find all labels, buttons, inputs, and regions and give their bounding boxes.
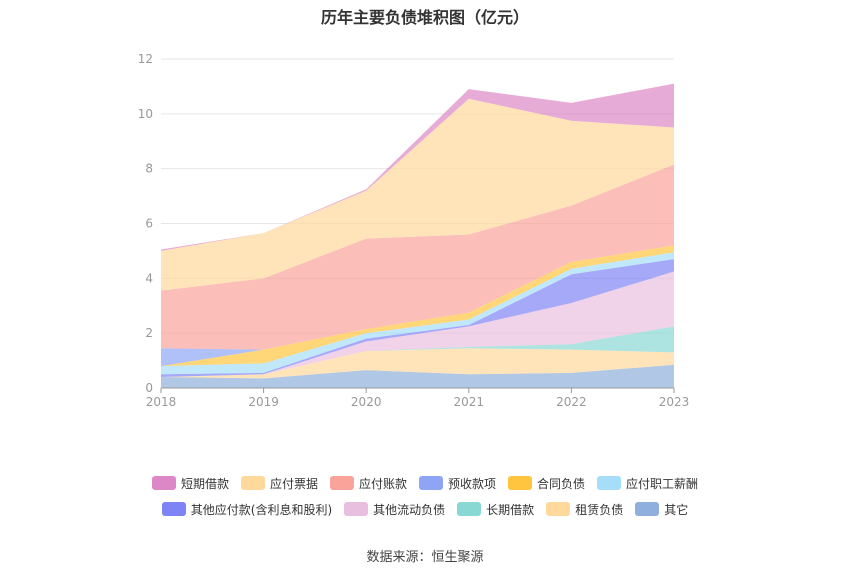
y-tick-label: 8 xyxy=(145,162,153,176)
area-series-短期借款 xyxy=(161,83,674,251)
legend-swatch xyxy=(161,502,186,516)
x-tick-label: 2019 xyxy=(248,395,279,409)
legend-label: 长期借款 xyxy=(486,502,535,517)
y-tick-label: 12 xyxy=(138,52,153,66)
legend-item[interactable]: 其它 xyxy=(635,501,688,518)
legend-label: 合同负债 xyxy=(537,476,586,491)
x-tick-label: 2018 xyxy=(146,395,177,409)
legend: 短期借款 应付票据 应付账款 预收款项 合同负债 应付职工薪酬 其他应付款(含利息和股利) 其… xyxy=(0,470,850,522)
area-series-其他流动负债 xyxy=(161,271,674,378)
area-series-应付职工薪酬 xyxy=(161,252,674,375)
legend-swatch xyxy=(597,476,622,490)
legend-label: 其他流动负债 xyxy=(373,502,446,517)
legend-item[interactable]: 租赁负债 xyxy=(546,501,623,518)
legend-item[interactable]: 应付职工薪酬 xyxy=(597,475,698,492)
y-tick-label: 2 xyxy=(145,326,153,340)
legend-swatch xyxy=(329,476,354,490)
data-source: 数据来源：恒生聚源 xyxy=(366,550,484,565)
legend-label: 其它 xyxy=(664,502,689,517)
legend-row: 短期借款 应付票据 应付账款 预收款项 合同负债 应付职工薪酬 xyxy=(0,470,850,496)
legend-item[interactable]: 其他流动负债 xyxy=(344,501,445,518)
legend-swatch xyxy=(240,476,265,490)
y-tick-label: 0 xyxy=(145,381,153,395)
legend-swatch xyxy=(419,476,443,490)
legend-label: 应付账款 xyxy=(358,476,407,491)
y-tick-label: 4 xyxy=(145,271,153,285)
legend-swatch xyxy=(546,502,571,516)
legend-item[interactable]: 预收款项 xyxy=(419,475,496,492)
legend-swatch xyxy=(508,476,533,490)
legend-row: 其他应付款(含利息和股利) 其他流动负债 长期借款 租赁负债 其它 xyxy=(0,496,850,522)
legend-label: 租赁负债 xyxy=(575,502,624,517)
area-series-租赁负债 xyxy=(161,348,674,379)
legend-item[interactable]: 合同负债 xyxy=(508,475,585,492)
x-tick-label: 2023 xyxy=(659,395,690,409)
area-series-其它 xyxy=(161,364,674,388)
legend-item[interactable]: 短期借款 xyxy=(151,475,229,492)
area-series-其他应付款(含利息和股利) xyxy=(161,259,674,378)
legend-item[interactable]: 应付账款 xyxy=(329,475,407,492)
area-series-应付账款 xyxy=(161,164,674,350)
legend-swatch xyxy=(635,502,660,516)
chart-title: 历年主要负债堆积图（亿元） xyxy=(320,8,529,27)
x-tick-label: 2021 xyxy=(454,395,485,409)
legend-swatch xyxy=(344,502,369,516)
x-tick-label: 2022 xyxy=(556,395,587,409)
area-series-合同负债 xyxy=(161,245,674,367)
area-series-预收款项 xyxy=(161,245,674,367)
legend-item[interactable]: 其他应付款(含利息和股利) xyxy=(161,501,333,518)
legend-label: 应付职工薪酬 xyxy=(626,476,699,491)
legend-item[interactable]: 长期借款 xyxy=(457,501,534,518)
legend-label: 其他应付款(含利息和股利) xyxy=(190,502,333,517)
x-tick-label: 2020 xyxy=(351,395,382,409)
legend-swatch xyxy=(457,502,482,516)
legend-label: 短期借款 xyxy=(180,476,229,491)
legend-item[interactable]: 应付票据 xyxy=(240,475,318,492)
legend-label: 预收款项 xyxy=(448,476,497,491)
area-series-应付票据 xyxy=(161,98,674,291)
y-tick-label: 6 xyxy=(145,217,153,231)
y-tick-label: 10 xyxy=(138,107,153,121)
legend-label: 应付票据 xyxy=(269,476,318,491)
legend-swatch xyxy=(151,476,176,490)
